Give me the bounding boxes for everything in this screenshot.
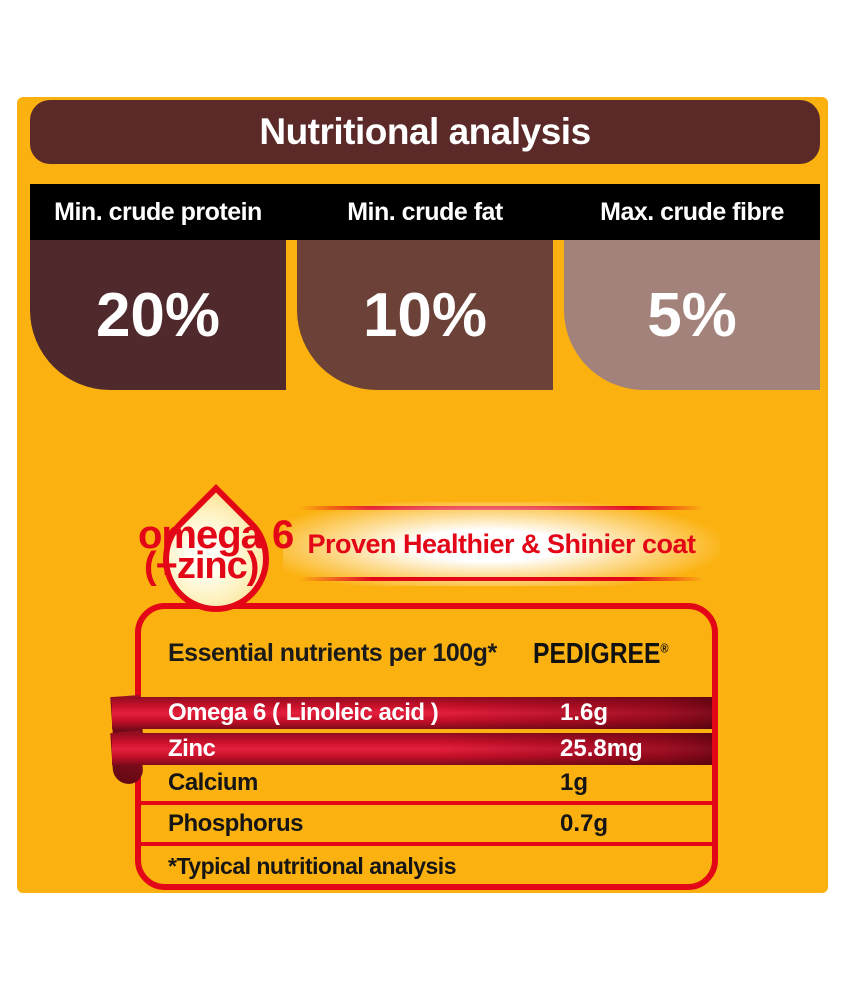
glow-band bbox=[283, 502, 720, 586]
claim-text: Proven Healthier & Shinier coat bbox=[307, 528, 696, 559]
table-row-zinc: Zinc 25.8mg bbox=[112, 733, 712, 765]
omega-zinc-label: omega 6 (+zinc) bbox=[138, 513, 294, 587]
row-value: 25.8mg bbox=[560, 735, 643, 762]
table-footnote-row: *Typical nutritional analysis bbox=[141, 846, 712, 886]
table-row-calcium: Calcium 1g bbox=[141, 765, 712, 801]
page-title: Nutritional analysis bbox=[259, 111, 591, 152]
nutrients-table: Essential nutrients per 100g* PEDIGREE® … bbox=[110, 603, 718, 890]
stat-label-fibre: Max. crude fibre bbox=[600, 197, 784, 226]
stat-block-protein: 20% bbox=[30, 240, 286, 390]
table-row-phosphorus: Phosphorus 0.7g bbox=[141, 805, 712, 842]
stat-label-cell: Min. crude protein bbox=[30, 184, 286, 240]
omega-6-text: omega 6 bbox=[138, 513, 294, 557]
row-divider bbox=[141, 801, 712, 805]
row-value: 0.7g bbox=[560, 810, 609, 837]
row-label: Phosphorus bbox=[168, 810, 304, 837]
nutritional-analysis-header: Nutritional analysis bbox=[30, 100, 820, 164]
claim-banner: Proven Healthier & Shinier coat bbox=[283, 502, 720, 586]
row-divider bbox=[141, 842, 712, 846]
footnote-text: *Typical nutritional analysis bbox=[168, 853, 457, 879]
claim-text-wrap: Proven Healthier & Shinier coat bbox=[283, 502, 720, 586]
stat-label-cell: Min. crude fat bbox=[297, 184, 553, 240]
stat-block-fat: 10% bbox=[297, 240, 553, 390]
row-label: Calcium bbox=[168, 769, 258, 796]
row-label: Omega 6 ( Linoleic acid ) bbox=[168, 699, 439, 726]
stat-value-fat: 10% bbox=[362, 280, 488, 350]
brand-name: PEDIGREE bbox=[533, 638, 661, 670]
stat-block-fibre: 5% bbox=[564, 240, 820, 390]
stat-value-blocks: 20% 10% 5% bbox=[30, 240, 820, 390]
table-row-omega6: Omega 6 ( Linoleic acid ) 1.6g bbox=[112, 697, 712, 729]
row-label: Zinc bbox=[168, 735, 216, 762]
stat-label-bar: Min. crude protein Min. crude fat Max. c… bbox=[30, 184, 820, 240]
stat-label-protein: Min. crude protein bbox=[54, 197, 262, 226]
stat-value-protein: 20% bbox=[95, 280, 221, 350]
row-value: 1.6g bbox=[560, 699, 609, 726]
table-header-title: Essential nutrients per 100g* bbox=[168, 638, 497, 667]
plus-zinc-text: (+zinc) bbox=[144, 545, 259, 587]
row-value: 1g bbox=[560, 769, 589, 796]
stat-value-fibre: 5% bbox=[647, 280, 737, 350]
registered-mark: ® bbox=[660, 640, 669, 656]
stat-label-cell: Max. crude fibre bbox=[564, 184, 820, 240]
stat-label-fat: Min. crude fat bbox=[347, 197, 503, 226]
table-header-row: Essential nutrients per 100g* bbox=[141, 609, 712, 697]
pedigree-brand-logo: PEDIGREE® bbox=[533, 638, 669, 671]
